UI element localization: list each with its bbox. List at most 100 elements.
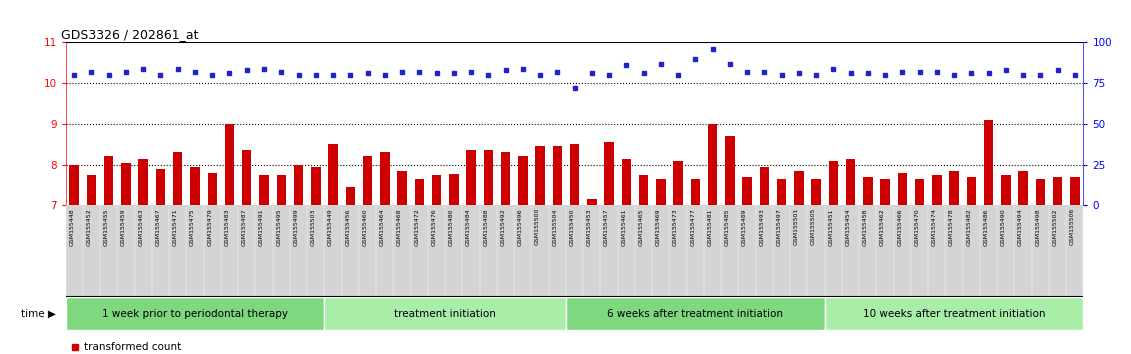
Text: GSM155477: GSM155477 xyxy=(690,208,696,246)
Bar xyxy=(415,179,424,205)
Bar xyxy=(841,205,860,297)
Text: GSM155481: GSM155481 xyxy=(708,208,713,246)
Bar xyxy=(138,159,148,205)
Bar xyxy=(846,159,855,205)
Bar xyxy=(515,205,532,297)
Bar xyxy=(949,171,959,205)
Bar xyxy=(910,205,929,297)
Bar xyxy=(239,205,256,297)
Bar xyxy=(824,205,841,297)
Text: GSM155465: GSM155465 xyxy=(639,208,644,246)
Bar xyxy=(725,136,734,205)
Text: GSM155458: GSM155458 xyxy=(863,208,867,246)
Bar xyxy=(1067,205,1083,297)
Bar xyxy=(1036,179,1045,205)
Text: GSM155479: GSM155479 xyxy=(207,208,213,246)
Text: GSM155496: GSM155496 xyxy=(518,208,523,246)
Bar xyxy=(1053,177,1062,205)
Text: GSM155485: GSM155485 xyxy=(725,208,729,246)
Bar xyxy=(346,187,355,205)
Bar xyxy=(687,205,703,297)
Bar xyxy=(566,205,584,297)
Bar xyxy=(466,150,476,205)
Bar xyxy=(480,205,497,297)
Bar xyxy=(294,165,303,205)
Text: GSM155472: GSM155472 xyxy=(414,208,420,246)
Bar xyxy=(256,205,273,297)
Text: GSM155492: GSM155492 xyxy=(501,208,506,246)
Bar xyxy=(670,205,687,297)
Bar xyxy=(653,205,670,297)
Bar xyxy=(187,205,204,297)
Bar xyxy=(811,179,821,205)
Bar xyxy=(311,167,320,205)
Bar xyxy=(328,144,338,205)
Bar xyxy=(703,205,722,297)
Text: GSM155489: GSM155489 xyxy=(742,208,748,246)
Text: GSM155483: GSM155483 xyxy=(224,208,230,246)
Bar xyxy=(532,205,549,297)
Bar xyxy=(863,177,873,205)
Bar xyxy=(449,173,458,205)
Bar xyxy=(104,156,113,205)
Bar xyxy=(604,142,614,205)
Bar xyxy=(587,199,596,205)
Text: GSM155456: GSM155456 xyxy=(345,208,351,246)
Text: GSM155471: GSM155471 xyxy=(173,208,178,246)
Text: GSM155495: GSM155495 xyxy=(276,208,282,246)
Bar xyxy=(824,297,1083,330)
Text: GSM155476: GSM155476 xyxy=(432,208,437,246)
Bar xyxy=(484,150,493,205)
Bar xyxy=(66,205,83,297)
Text: GSM155478: GSM155478 xyxy=(949,208,955,246)
Bar xyxy=(794,171,803,205)
Text: GSM155449: GSM155449 xyxy=(328,208,333,246)
Text: GSM155454: GSM155454 xyxy=(846,208,851,246)
Bar xyxy=(998,205,1015,297)
Text: GSM155500: GSM155500 xyxy=(535,208,539,245)
Bar xyxy=(363,156,372,205)
Text: GSM155486: GSM155486 xyxy=(984,208,988,246)
Bar xyxy=(877,205,893,297)
Bar xyxy=(880,179,890,205)
Bar xyxy=(673,161,683,205)
Bar xyxy=(207,173,217,205)
Bar xyxy=(1048,205,1067,297)
Bar xyxy=(860,205,877,297)
Bar xyxy=(742,177,752,205)
Bar xyxy=(915,179,924,205)
Text: GSM155505: GSM155505 xyxy=(811,208,817,245)
Text: GSM155463: GSM155463 xyxy=(138,208,144,246)
Text: GSM155497: GSM155497 xyxy=(777,208,782,246)
Bar xyxy=(756,205,772,297)
Text: 10 weeks after treatment initiation: 10 weeks after treatment initiation xyxy=(863,309,1045,319)
Bar xyxy=(535,146,545,205)
Bar xyxy=(377,205,394,297)
Bar xyxy=(325,297,566,330)
Bar xyxy=(570,144,579,205)
Bar xyxy=(601,205,618,297)
Text: GSM155466: GSM155466 xyxy=(897,208,903,246)
Bar xyxy=(553,146,562,205)
Bar xyxy=(518,156,527,205)
Bar xyxy=(87,175,96,205)
Bar xyxy=(618,205,634,297)
Bar xyxy=(1031,205,1048,297)
Bar xyxy=(432,175,441,205)
Bar xyxy=(152,205,170,297)
Bar xyxy=(242,150,251,205)
Bar xyxy=(760,167,769,205)
Text: time ▶: time ▶ xyxy=(20,309,55,319)
Text: GSM155502: GSM155502 xyxy=(1053,208,1057,246)
Bar xyxy=(979,205,998,297)
Text: GSM155490: GSM155490 xyxy=(1001,208,1005,246)
Bar xyxy=(221,205,239,297)
Bar xyxy=(225,124,234,205)
Text: GSM155475: GSM155475 xyxy=(190,208,195,246)
Bar xyxy=(446,205,463,297)
Bar xyxy=(898,173,907,205)
Bar xyxy=(722,205,739,297)
Text: GSM155498: GSM155498 xyxy=(1035,208,1041,246)
Bar xyxy=(946,205,962,297)
Bar xyxy=(566,297,824,330)
